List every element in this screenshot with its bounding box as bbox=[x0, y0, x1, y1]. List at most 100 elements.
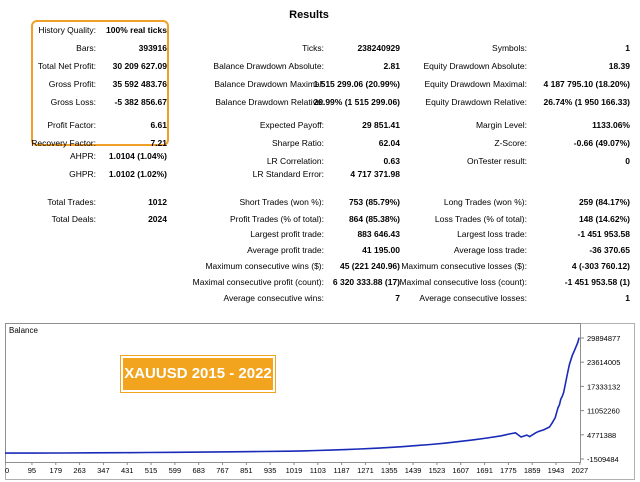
balance-point bbox=[330, 449, 332, 451]
x-tick-label: 1439 bbox=[405, 466, 422, 475]
stat-value: 1 515 299.06 (20.99%) bbox=[313, 79, 400, 89]
stat-value: 4 187 795.10 (18.20%) bbox=[543, 79, 630, 89]
x-tick-label: 347 bbox=[97, 466, 110, 475]
stat-label: LR Standard Error: bbox=[252, 169, 324, 179]
y-tick-label: -1509484 bbox=[587, 455, 619, 464]
stat-value: 238240929 bbox=[357, 43, 400, 53]
stat-label: Recovery Factor: bbox=[31, 138, 96, 148]
stat-label: Ticks: bbox=[302, 43, 324, 53]
balance-point bbox=[509, 433, 511, 435]
balance-point bbox=[387, 446, 389, 449]
balance-point bbox=[302, 450, 304, 452]
stat-label: GHPR: bbox=[69, 169, 96, 179]
stat-label: Profit Trades (% of total): bbox=[229, 214, 324, 224]
x-tick-label: 1019 bbox=[286, 466, 303, 475]
stat-value: 1.0102 (1.02%) bbox=[108, 169, 167, 179]
stat-label: Balance Drawdown Absolute: bbox=[213, 61, 324, 71]
y-tick-label: 11052260 bbox=[587, 407, 620, 416]
x-tick-label: 851 bbox=[240, 466, 253, 475]
stat-value: 1.0104 (1.04%) bbox=[108, 151, 167, 161]
x-tick-label: 1187 bbox=[334, 466, 350, 475]
balance-point bbox=[514, 432, 517, 434]
stat-label: Gross Loss: bbox=[50, 97, 96, 107]
x-tick-label: 0 bbox=[5, 466, 9, 475]
stat-label: AHPR: bbox=[70, 151, 96, 161]
balance-point bbox=[568, 363, 570, 366]
balance-point bbox=[578, 337, 580, 339]
stat-value: 148 (14.62%) bbox=[578, 214, 630, 224]
stat-value: 20.99% (1 515 299.06) bbox=[313, 97, 400, 107]
stat-label: Profit Factor: bbox=[47, 120, 96, 130]
stat-value: 753 (85.79%) bbox=[348, 197, 400, 207]
balance-point bbox=[316, 449, 318, 452]
stat-label: History Quality: bbox=[38, 25, 96, 35]
balance-point bbox=[202, 451, 205, 453]
stat-value: 1012 bbox=[148, 197, 167, 207]
balance-point bbox=[529, 436, 531, 438]
stat-value: 35 592 483.76 bbox=[112, 79, 167, 89]
stat-value: 2.81 bbox=[383, 61, 400, 71]
chart-title: Balance bbox=[9, 326, 38, 335]
stat-label: Symbols: bbox=[492, 43, 527, 53]
stat-label: Bars: bbox=[76, 43, 96, 53]
balance-point bbox=[117, 452, 120, 454]
stat-value: -0.66 (49.07%) bbox=[573, 138, 630, 148]
x-tick-label: 431 bbox=[121, 466, 134, 475]
stat-value: 4 717 371.98 bbox=[350, 169, 400, 179]
balance-point bbox=[554, 417, 556, 419]
stat-label: Balance Drawdown Maximal: bbox=[214, 79, 324, 89]
x-tick-label: 1103 bbox=[310, 466, 326, 475]
x-tick-label: 2027 bbox=[572, 466, 589, 475]
x-tick-label: 767 bbox=[216, 466, 229, 475]
stat-label: Gross Profit: bbox=[48, 79, 96, 89]
stat-label: Average loss trade: bbox=[453, 245, 527, 255]
stat-label: Largest profit trade: bbox=[250, 229, 324, 239]
results-title: Results bbox=[289, 9, 329, 21]
stat-value: 7 bbox=[395, 293, 400, 303]
stat-value: 864 (85.38%) bbox=[348, 214, 400, 224]
balance-point bbox=[231, 451, 233, 453]
balance-point bbox=[61, 452, 63, 454]
stat-label: Short Trades (won %): bbox=[239, 197, 324, 207]
balance-point bbox=[534, 432, 536, 434]
x-tick-label: 179 bbox=[50, 466, 63, 475]
stat-label: Largest loss trade: bbox=[457, 229, 527, 239]
stat-label: Average consecutive wins: bbox=[223, 293, 324, 303]
balance-point bbox=[287, 450, 290, 452]
x-tick-label: 599 bbox=[169, 466, 182, 475]
stat-label: Total Trades: bbox=[47, 197, 96, 207]
balance-point bbox=[564, 384, 566, 386]
balance-point bbox=[557, 407, 559, 409]
balance-point bbox=[89, 452, 91, 454]
stat-label: Total Net Profit: bbox=[37, 61, 96, 71]
x-tick-label: 1523 bbox=[429, 466, 446, 475]
stat-value: 1 bbox=[625, 293, 630, 303]
stat-value: 100% real ticks bbox=[106, 25, 167, 35]
stat-value: 0 bbox=[625, 156, 630, 166]
stat-value: 393916 bbox=[138, 43, 167, 53]
balance-point bbox=[415, 445, 417, 447]
balance-point bbox=[259, 450, 261, 453]
y-tick-label: 17333132 bbox=[587, 382, 620, 391]
balance-point bbox=[543, 429, 545, 431]
stat-value: 6.61 bbox=[150, 120, 167, 130]
balance-point bbox=[574, 348, 576, 350]
stat-label: Average consecutive losses: bbox=[419, 293, 527, 303]
stat-label: Equity Drawdown Absolute: bbox=[423, 61, 527, 71]
stat-label: Z-Score: bbox=[494, 138, 527, 148]
stat-label: Equity Drawdown Relative: bbox=[425, 97, 527, 107]
x-tick-label: 1355 bbox=[381, 466, 398, 475]
plot-area bbox=[5, 323, 581, 463]
stat-label: Margin Level: bbox=[475, 120, 527, 130]
balance-point bbox=[567, 370, 569, 373]
y-tick-label: 23614005 bbox=[587, 358, 620, 367]
balance-point bbox=[558, 404, 561, 406]
balance-point bbox=[560, 398, 562, 400]
stat-label: Maximal consecutive loss (count): bbox=[399, 277, 527, 287]
balance-chart-svg: Balance 29894877 23614005 17333132 11052260 4… bbox=[4, 323, 635, 480]
balance-point bbox=[500, 435, 502, 437]
y-tick-label: 4771388 bbox=[587, 431, 616, 440]
stat-value: -1 451 953.58 bbox=[577, 229, 630, 239]
stat-value: 7.21 bbox=[150, 138, 167, 148]
stat-value: 41 195.00 bbox=[362, 245, 400, 255]
